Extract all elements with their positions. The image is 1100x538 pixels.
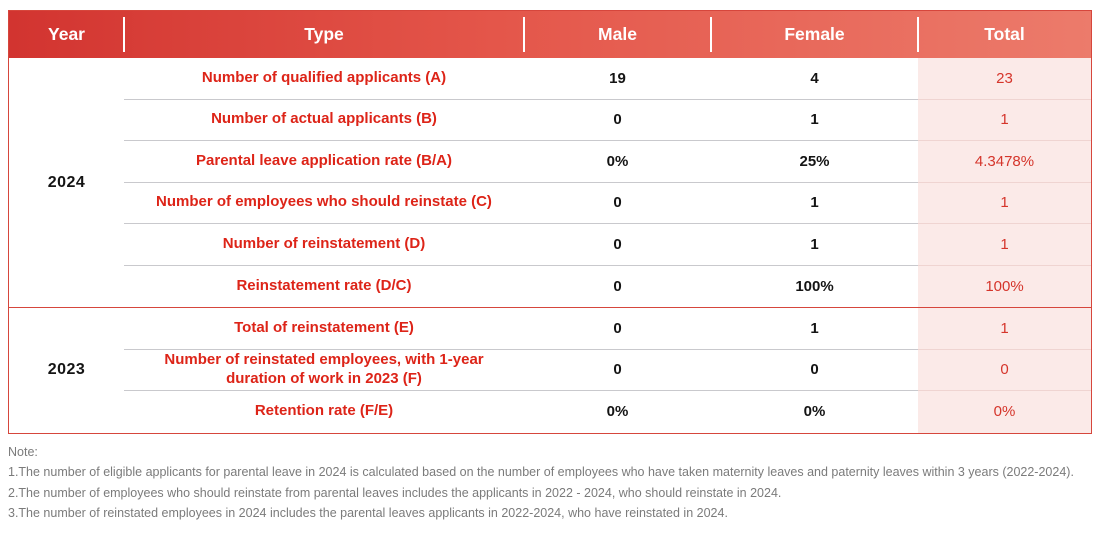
cell-male: 0 bbox=[524, 100, 711, 141]
table-row: Number of qualified applicants (A) 19 4 … bbox=[124, 58, 1091, 100]
cell-total: 1 bbox=[918, 308, 1091, 350]
row-label: Number of employees who should reinstate… bbox=[124, 183, 524, 224]
cell-male: 19 bbox=[524, 58, 711, 100]
table-row: Number of reinstated employees, with 1-y… bbox=[124, 349, 1091, 391]
table-row: Reinstatement rate (D/C) 0 100% 100% bbox=[124, 265, 1091, 307]
cell-male: 0% bbox=[524, 141, 711, 183]
table-header-row: Year Type Male Female Total bbox=[9, 11, 1091, 58]
cell-male: 0% bbox=[606, 403, 629, 421]
year-cell-2024: 2024 bbox=[47, 173, 86, 191]
cell-total: 0 bbox=[918, 349, 1091, 391]
notes-block: Note: 1.The number of eligible applicant… bbox=[8, 442, 1096, 523]
section-2024-rows: Number of qualified applicants (A) 19 4 … bbox=[124, 58, 1091, 307]
row-label: Number of reinstated employees, with 1-y… bbox=[124, 350, 524, 391]
note-item-2: 2.The number of employees who should rei… bbox=[8, 485, 782, 500]
header-year: Year bbox=[48, 24, 85, 44]
cell-total: 0% bbox=[918, 391, 1091, 433]
table-row: Number of reinstatement (D) 0 1 1 bbox=[124, 224, 1091, 266]
table-row: Total of reinstatement (E) 0 1 1 bbox=[124, 308, 1091, 350]
cell-total: 1 bbox=[918, 99, 1091, 141]
table-row: Parental leave application rate (B/A) 0%… bbox=[124, 141, 1091, 183]
header-type: Type bbox=[123, 11, 524, 58]
header-female: Female bbox=[710, 11, 918, 58]
parental-leave-table: Year Type Male Female Total 2024 Number … bbox=[8, 10, 1092, 434]
cell-total: 23 bbox=[918, 58, 1091, 100]
cell-male: 0 bbox=[524, 183, 711, 224]
cell-female: 100% bbox=[795, 277, 834, 295]
table-row: Retention rate (F/E) 0% 0% 0% bbox=[124, 391, 1091, 433]
cell-male: 0 bbox=[524, 350, 711, 391]
cell-female: 1 bbox=[711, 183, 918, 224]
cell-female: 1 bbox=[711, 100, 918, 141]
cell-female: 0 bbox=[711, 350, 918, 391]
header-total: Total bbox=[917, 11, 1091, 58]
notes-title: Note: bbox=[8, 445, 38, 459]
section-2023-rows: Total of reinstatement (E) 0 1 1 Number … bbox=[124, 308, 1091, 433]
cell-female: 25% bbox=[711, 141, 918, 183]
year-cell-2023: 2023 bbox=[47, 361, 86, 379]
section-2023: 2023 Total of reinstatement (E) 0 1 1 Nu… bbox=[9, 307, 1091, 433]
row-label: Number of actual applicants (B) bbox=[124, 100, 524, 141]
cell-total: 100% bbox=[918, 265, 1091, 307]
cell-female: 1 bbox=[711, 308, 918, 350]
row-label: Parental leave application rate (B/A) bbox=[124, 141, 524, 183]
cell-total: 1 bbox=[918, 182, 1091, 224]
cell-female: 1 bbox=[711, 224, 918, 266]
cell-male: 0 bbox=[613, 277, 622, 295]
row-label: Reinstatement rate (D/C) bbox=[236, 276, 412, 294]
row-label: Number of reinstatement (D) bbox=[124, 224, 524, 266]
cell-male: 0 bbox=[524, 308, 711, 350]
cell-total: 1 bbox=[918, 224, 1091, 266]
table-row: Number of employees who should reinstate… bbox=[124, 182, 1091, 224]
row-label: Total of reinstatement (E) bbox=[124, 308, 524, 350]
row-label: Number of qualified applicants (A) bbox=[124, 58, 524, 100]
table-row: Number of actual applicants (B) 0 1 1 bbox=[124, 99, 1091, 141]
cell-female: 0% bbox=[803, 403, 826, 421]
header-male: Male bbox=[523, 11, 711, 58]
note-item-3: 3.The number of reinstated employees in … bbox=[8, 505, 728, 520]
cell-female: 4 bbox=[711, 58, 918, 100]
cell-total: 4.3478% bbox=[918, 141, 1091, 183]
row-label: Retention rate (F/E) bbox=[254, 402, 394, 420]
section-2024: 2024 Number of qualified applicants (A) … bbox=[9, 58, 1091, 307]
cell-male: 0 bbox=[524, 224, 711, 266]
note-item-1: 1.The number of eligible applicants for … bbox=[8, 465, 1074, 480]
